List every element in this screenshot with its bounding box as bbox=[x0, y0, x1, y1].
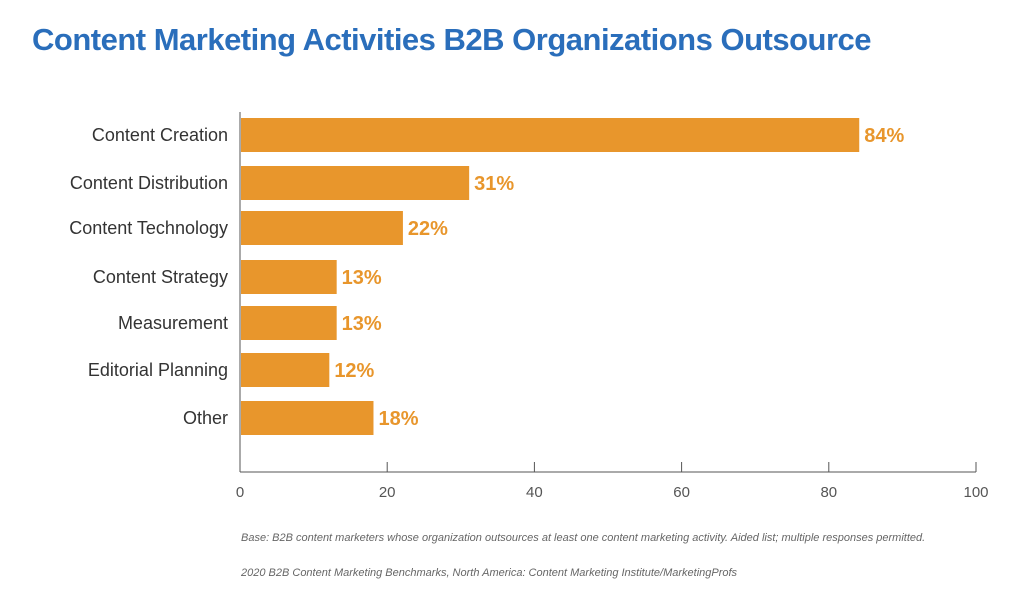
category-label: Content Technology bbox=[69, 218, 228, 238]
data-label: 31% bbox=[474, 173, 514, 195]
bar bbox=[241, 306, 337, 340]
category-label: Measurement bbox=[118, 313, 228, 333]
data-label: 13% bbox=[342, 267, 382, 289]
x-tick-label: 60 bbox=[673, 484, 690, 501]
bar bbox=[241, 353, 330, 387]
category-label: Content Distribution bbox=[70, 173, 228, 193]
data-label: 84% bbox=[864, 125, 904, 147]
footnote-base: Base: B2B content marketers whose organi… bbox=[241, 532, 926, 544]
x-tick-label: 100 bbox=[963, 484, 988, 501]
footnote-source: 2020 B2B Content Marketing Benchmarks, N… bbox=[241, 567, 738, 579]
category-label: Content Strategy bbox=[93, 267, 228, 287]
category-label: Other bbox=[183, 408, 228, 428]
bar bbox=[241, 401, 374, 435]
bar bbox=[241, 166, 470, 200]
data-label: 18% bbox=[378, 408, 418, 430]
chart-title: Content Marketing Activities B2B Organiz… bbox=[32, 22, 872, 57]
category-label: Content Creation bbox=[92, 125, 228, 145]
x-tick-label: 80 bbox=[820, 484, 837, 501]
category-label: Editorial Planning bbox=[88, 360, 228, 380]
bar bbox=[241, 211, 403, 245]
x-tick-label: 20 bbox=[379, 484, 396, 501]
data-label: 12% bbox=[334, 360, 374, 382]
x-tick-label: 40 bbox=[526, 484, 543, 501]
bar bbox=[241, 260, 337, 294]
data-label: 13% bbox=[342, 313, 382, 335]
data-label: 22% bbox=[408, 218, 448, 240]
bar bbox=[241, 118, 860, 152]
x-tick-label: 0 bbox=[236, 484, 244, 501]
